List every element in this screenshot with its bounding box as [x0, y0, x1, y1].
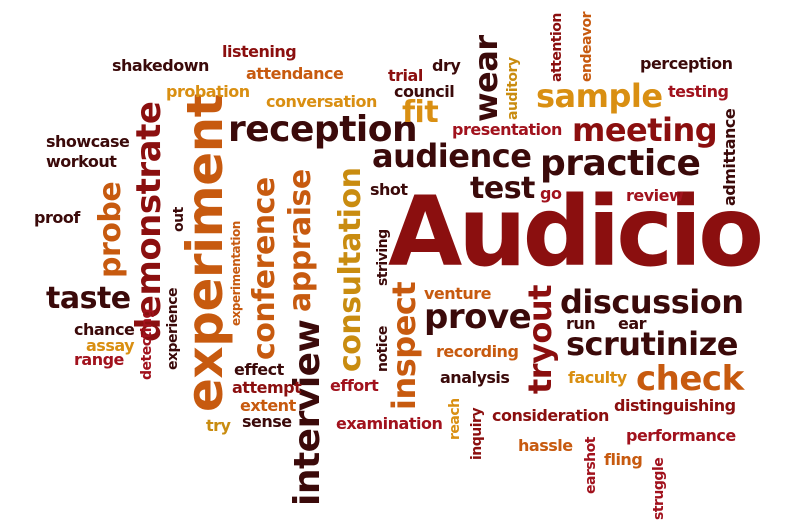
word-reach: reach	[447, 398, 463, 440]
word-analysis: analysis	[440, 368, 510, 387]
word-taste: taste	[46, 281, 131, 316]
word-admittance: admittance	[720, 108, 739, 206]
word-hassle: hassle	[518, 436, 573, 455]
word-trial: trial	[388, 66, 423, 85]
word-attempt: attempt	[232, 378, 302, 397]
word-detecting: detecting	[139, 309, 155, 380]
word-attendance: attendance	[246, 64, 344, 83]
word-check: check	[636, 359, 744, 399]
word-audience: audience	[372, 137, 532, 175]
word-discussion: discussion	[560, 283, 744, 321]
word-conference: conference	[247, 177, 282, 360]
word-sense: sense	[242, 412, 292, 431]
word-proof: proof	[34, 208, 80, 227]
word-conversation: conversation	[266, 92, 377, 111]
word-fit: fit	[402, 95, 439, 130]
word-assay: assay	[86, 336, 135, 355]
word-shakedown: shakedown	[112, 56, 209, 75]
word-dry: dry	[432, 56, 461, 75]
word-testing: testing	[668, 82, 729, 101]
word-experimentation: experimentation	[229, 221, 243, 326]
word-attention: attention	[549, 13, 565, 82]
word-examination: examination	[336, 414, 443, 433]
word-performance: performance	[626, 426, 736, 445]
word-recording: recording	[436, 342, 519, 361]
word-perception: perception	[640, 54, 733, 73]
word-consultation: consultation	[333, 167, 368, 372]
word-faculty: faculty	[568, 368, 627, 387]
word-reception: reception	[228, 109, 418, 150]
word-presentation: presentation	[452, 120, 562, 139]
word-wear: wear	[467, 35, 505, 122]
word-fling: fling	[604, 450, 643, 469]
word-out: out	[171, 207, 187, 232]
word-earshot: earshot	[583, 437, 599, 494]
word-endeavor: endeavor	[579, 11, 595, 82]
word-experiment: experiment	[176, 93, 234, 412]
word-try: try	[206, 416, 231, 435]
word-inquiry: inquiry	[469, 407, 485, 460]
word-venture: venture	[424, 284, 491, 303]
word-audicio: Audicio	[388, 176, 764, 288]
word-workout: workout	[46, 152, 117, 171]
word-shot: shot	[370, 180, 408, 199]
word-effort: effort	[330, 376, 379, 395]
word-council: council	[394, 82, 455, 101]
word-appraise: appraise	[283, 169, 318, 312]
word-prove: prove	[424, 297, 532, 337]
word-range: range	[74, 350, 124, 369]
word-run: run	[566, 314, 596, 333]
word-consideration: consideration	[492, 406, 609, 425]
word-review: review	[626, 186, 684, 205]
word-inspect: inspect	[385, 281, 423, 410]
word-chance: chance	[74, 320, 135, 339]
word-scrutinize: scrutinize	[566, 325, 738, 363]
word-probe: probe	[93, 181, 128, 278]
word-distinguishing: distinguishing	[614, 396, 736, 415]
word-showcase: showcase	[46, 132, 130, 151]
word-extent: extent	[240, 396, 296, 415]
word-notice: notice	[375, 326, 391, 372]
word-listening: listening	[222, 42, 297, 61]
word-probation: probation	[166, 82, 250, 101]
word-go: go	[540, 184, 562, 203]
word-test: test	[470, 171, 535, 206]
word-meeting: meeting	[572, 111, 718, 149]
word-striving: striving	[375, 229, 391, 286]
word-sample: sample	[536, 77, 663, 115]
word-tryout: tryout	[521, 285, 559, 394]
word-demonstrate: demonstrate	[129, 101, 169, 342]
word-struggle: struggle	[651, 457, 667, 520]
word-ear: ear	[618, 314, 647, 333]
word-practice: practice	[540, 143, 701, 184]
word-experience: experience	[165, 287, 181, 370]
word-effect: effect	[234, 360, 284, 379]
word-auditory: auditory	[505, 57, 521, 120]
